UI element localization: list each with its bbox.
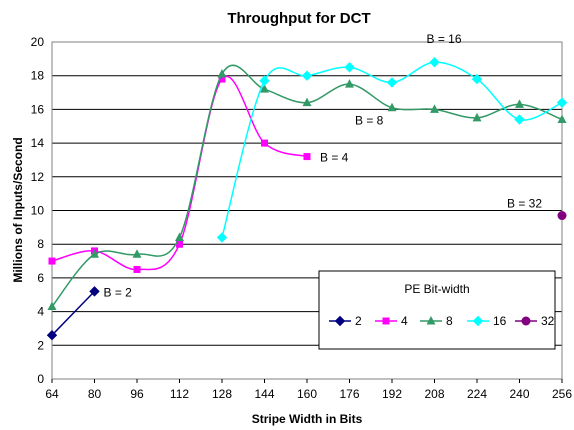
- legend-swatch-marker: [426, 316, 436, 325]
- x-tick-label: 256: [552, 387, 572, 401]
- data-point: [176, 240, 183, 248]
- y-tick-label: 18: [31, 69, 45, 83]
- y-tick-label: 6: [37, 271, 44, 285]
- y-tick-label: 20: [31, 35, 45, 49]
- data-point: [216, 232, 228, 243]
- data-point: [46, 329, 58, 341]
- data-point: [133, 265, 141, 273]
- series-group: [46, 57, 568, 341]
- data-point: [345, 79, 354, 88]
- data-point: [344, 62, 355, 73]
- x-tick-label: 112: [170, 387, 189, 401]
- data-point: [301, 70, 313, 81]
- y-tick-label: 4: [37, 305, 44, 319]
- data-point: [90, 249, 99, 258]
- data-point: [175, 232, 184, 241]
- legend-label: 2: [355, 314, 362, 328]
- y-axis-title: Millions of Inputs/Second: [11, 137, 25, 282]
- y-tick-label: 12: [31, 170, 45, 184]
- data-point: [471, 73, 483, 85]
- legend-swatch-marker: [382, 317, 390, 325]
- y-tick-label: 8: [37, 237, 44, 251]
- data-point: [217, 69, 227, 78]
- x-tick-label: 80: [88, 387, 102, 401]
- data-point: [48, 257, 56, 265]
- legend-swatch-marker: [472, 315, 484, 327]
- data-point: [218, 75, 226, 83]
- series-8: [47, 64, 567, 311]
- legend-item-4: 4: [375, 314, 408, 328]
- data-point: [472, 112, 482, 122]
- y-tick-label: 10: [31, 204, 45, 218]
- data-point: [259, 75, 270, 86]
- annotation-label: B = 4: [320, 151, 349, 165]
- series-2: [46, 286, 100, 341]
- legend-box: [318, 270, 556, 350]
- annotation-label: B = 2: [104, 285, 133, 299]
- data-point: [302, 97, 312, 107]
- x-tick-label: 160: [297, 387, 317, 401]
- legend-item-16: 16: [467, 314, 507, 328]
- legend-label: 4: [401, 314, 408, 328]
- legend-swatch-marker: [334, 315, 346, 327]
- x-tick-label: 224: [467, 387, 487, 401]
- x-tick-labels: 64 80 96 112 128 144 160 176 192 208 224 240 256: [45, 379, 572, 401]
- legend-swatch-marker: [521, 316, 531, 326]
- data-point: [89, 286, 100, 297]
- legend-item-32: 32: [515, 314, 555, 328]
- series-32: [557, 211, 567, 221]
- legend-title: PE Bit-width: [404, 282, 469, 296]
- data-point: [386, 77, 398, 88]
- annotations: B = 2 B = 4 B = 8 B = 16 B = 32: [104, 32, 543, 299]
- x-tick-label: 240: [509, 387, 529, 401]
- data-point: [47, 301, 57, 311]
- data-point: [430, 104, 439, 113]
- series-line: [221, 61, 563, 238]
- x-tick-label: 208: [424, 387, 444, 401]
- data-point: [557, 211, 567, 221]
- y-tick-label: 14: [31, 136, 45, 150]
- x-tick-label: 128: [212, 387, 232, 401]
- data-point: [429, 57, 440, 68]
- annotation-label: B = 8: [355, 114, 384, 128]
- legend-label: 16: [493, 314, 507, 328]
- x-tick-label: 64: [45, 387, 59, 401]
- annotation-label: B = 16: [427, 32, 462, 46]
- y-tick-labels: 0 2 4 6 8 10 12 14 16 18 20: [31, 35, 45, 386]
- annotation-label: B = 32: [507, 197, 542, 211]
- y-tick-label: 16: [31, 102, 45, 116]
- y-tick-label: 2: [37, 338, 44, 352]
- legend-label: 32: [541, 314, 555, 328]
- data-point: [260, 84, 269, 93]
- data-point: [303, 153, 311, 161]
- data-point: [387, 102, 397, 112]
- x-tick-label: 176: [339, 387, 359, 401]
- legend: PE Bit-width 2 4 8 16 32: [318, 270, 556, 350]
- x-tick-label: 96: [130, 387, 144, 401]
- data-point: [515, 99, 524, 108]
- y-tick-label: 0: [37, 372, 44, 386]
- data-point: [261, 139, 268, 147]
- x-axis-title: Stripe Width in Bits: [252, 412, 363, 426]
- legend-item-8: 8: [420, 314, 453, 328]
- chart-title: Throughput for DCT: [227, 10, 370, 27]
- legend-label: 8: [446, 314, 453, 328]
- data-point: [514, 114, 525, 125]
- data-point: [557, 114, 567, 124]
- legend-item-2: 2: [329, 314, 362, 328]
- series-4: [48, 75, 311, 273]
- series-16: [216, 57, 568, 243]
- x-tick-label: 192: [382, 387, 402, 401]
- data-point: [556, 97, 568, 108]
- data-point: [132, 249, 142, 258]
- x-tick-label: 144: [254, 387, 274, 401]
